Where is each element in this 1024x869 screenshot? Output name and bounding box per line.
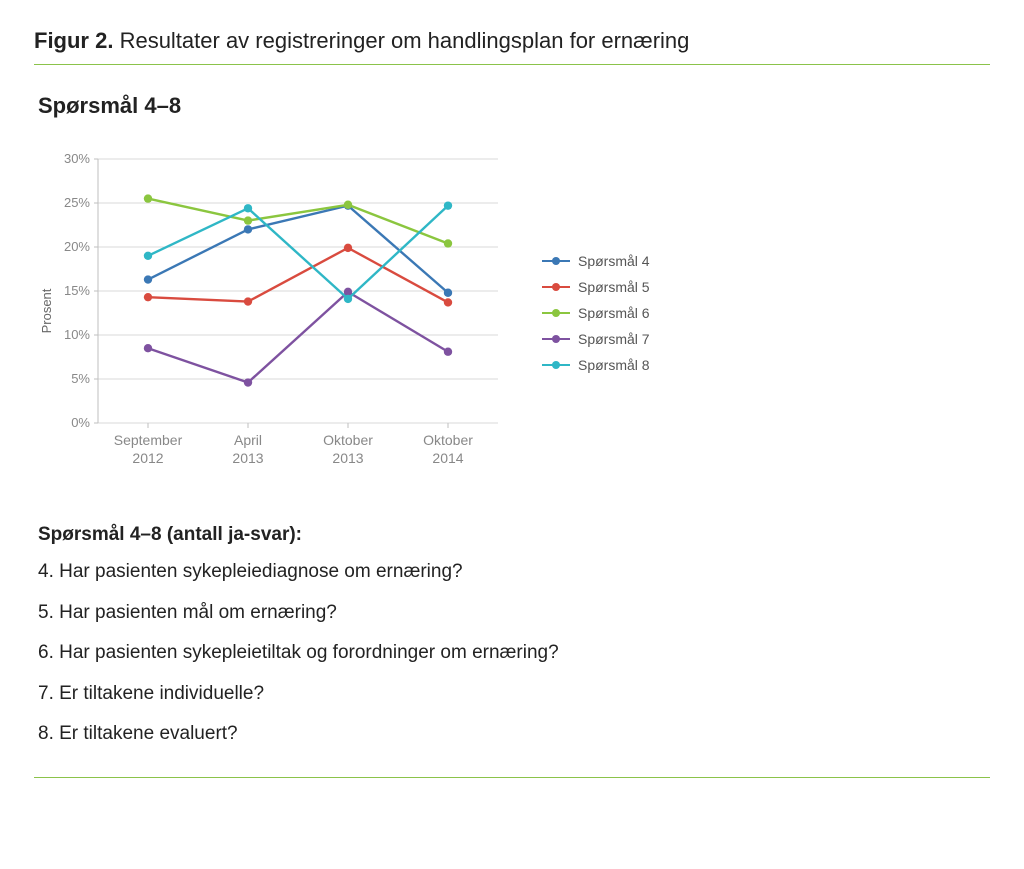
line-chart: 0% 5% 10% 15% 20% 25% 30% September 2012 April 201… xyxy=(38,143,508,473)
question-item: 6. Har pasienten sykepleietiltak og foro… xyxy=(38,639,990,668)
legend-marker-icon xyxy=(552,335,560,343)
legend-label: Spørsmål 8 xyxy=(578,357,650,373)
questions-list: 4. Har pasienten sykepleiediagnose om er… xyxy=(34,558,990,749)
legend-item: Spørsmål 8 xyxy=(542,357,650,373)
svg-text:Oktober: Oktober xyxy=(323,432,373,448)
legend-swatch xyxy=(542,338,570,341)
legend-label: Spørsmål 5 xyxy=(578,279,650,295)
bottom-rule xyxy=(34,777,990,778)
legend-label: Spørsmål 6 xyxy=(578,305,650,321)
svg-text:10%: 10% xyxy=(64,327,90,342)
svg-text:20%: 20% xyxy=(64,239,90,254)
legend-label: Spørsmål 4 xyxy=(578,253,650,269)
svg-text:5%: 5% xyxy=(71,371,90,386)
legend-marker-icon xyxy=(552,257,560,265)
chart-area: Prosent 0% 5% 10% 15% 20% 25% 30% September 2012… xyxy=(38,143,990,478)
svg-text:15%: 15% xyxy=(64,283,90,298)
question-item: 7. Er tiltakene individuelle? xyxy=(38,680,990,709)
chart-subtitle: Spørsmål 4–8 xyxy=(38,93,990,119)
svg-text:2013: 2013 xyxy=(332,450,363,466)
legend: Spørsmål 4 Spørsmål 5 Spørsmål 6 Spørsmål 7… xyxy=(542,253,650,383)
svg-text:2013: 2013 xyxy=(232,450,263,466)
legend-swatch xyxy=(542,260,570,263)
question-item: 4. Har pasienten sykepleiediagnose om er… xyxy=(38,558,990,587)
legend-item: Spørsmål 7 xyxy=(542,331,650,347)
legend-swatch xyxy=(542,286,570,289)
legend-swatch xyxy=(542,312,570,315)
svg-text:2014: 2014 xyxy=(432,450,463,466)
svg-text:Oktober: Oktober xyxy=(423,432,473,448)
legend-label: Spørsmål 7 xyxy=(578,331,650,347)
legend-item: Spørsmål 4 xyxy=(542,253,650,269)
chart-box: Prosent 0% 5% 10% 15% 20% 25% 30% September 2012… xyxy=(38,143,508,478)
figure-title: Figur 2. Resultater av registreringer om… xyxy=(34,28,990,54)
legend-marker-icon xyxy=(552,283,560,291)
question-item: 5. Har pasienten mål om ernæring? xyxy=(38,599,990,628)
svg-text:30%: 30% xyxy=(64,151,90,166)
legend-swatch xyxy=(542,364,570,367)
questions-heading: Spørsmål 4–8 (antall ja-svar): xyxy=(38,524,990,546)
figure-label-prefix: Figur 2. xyxy=(34,28,113,53)
y-axis-label: Prosent xyxy=(39,288,54,333)
legend-marker-icon xyxy=(552,361,560,369)
svg-text:0%: 0% xyxy=(71,415,90,430)
svg-text:25%: 25% xyxy=(64,195,90,210)
legend-marker-icon xyxy=(552,309,560,317)
svg-text:April: April xyxy=(234,432,262,448)
svg-text:2012: 2012 xyxy=(132,450,163,466)
svg-text:September: September xyxy=(114,432,183,448)
question-item: 8. Er tiltakene evaluert? xyxy=(38,720,990,749)
legend-item: Spørsmål 5 xyxy=(542,279,650,295)
top-rule xyxy=(34,64,990,65)
figure-title-rest: Resultater av registreringer om handling… xyxy=(113,28,689,53)
legend-item: Spørsmål 6 xyxy=(542,305,650,321)
